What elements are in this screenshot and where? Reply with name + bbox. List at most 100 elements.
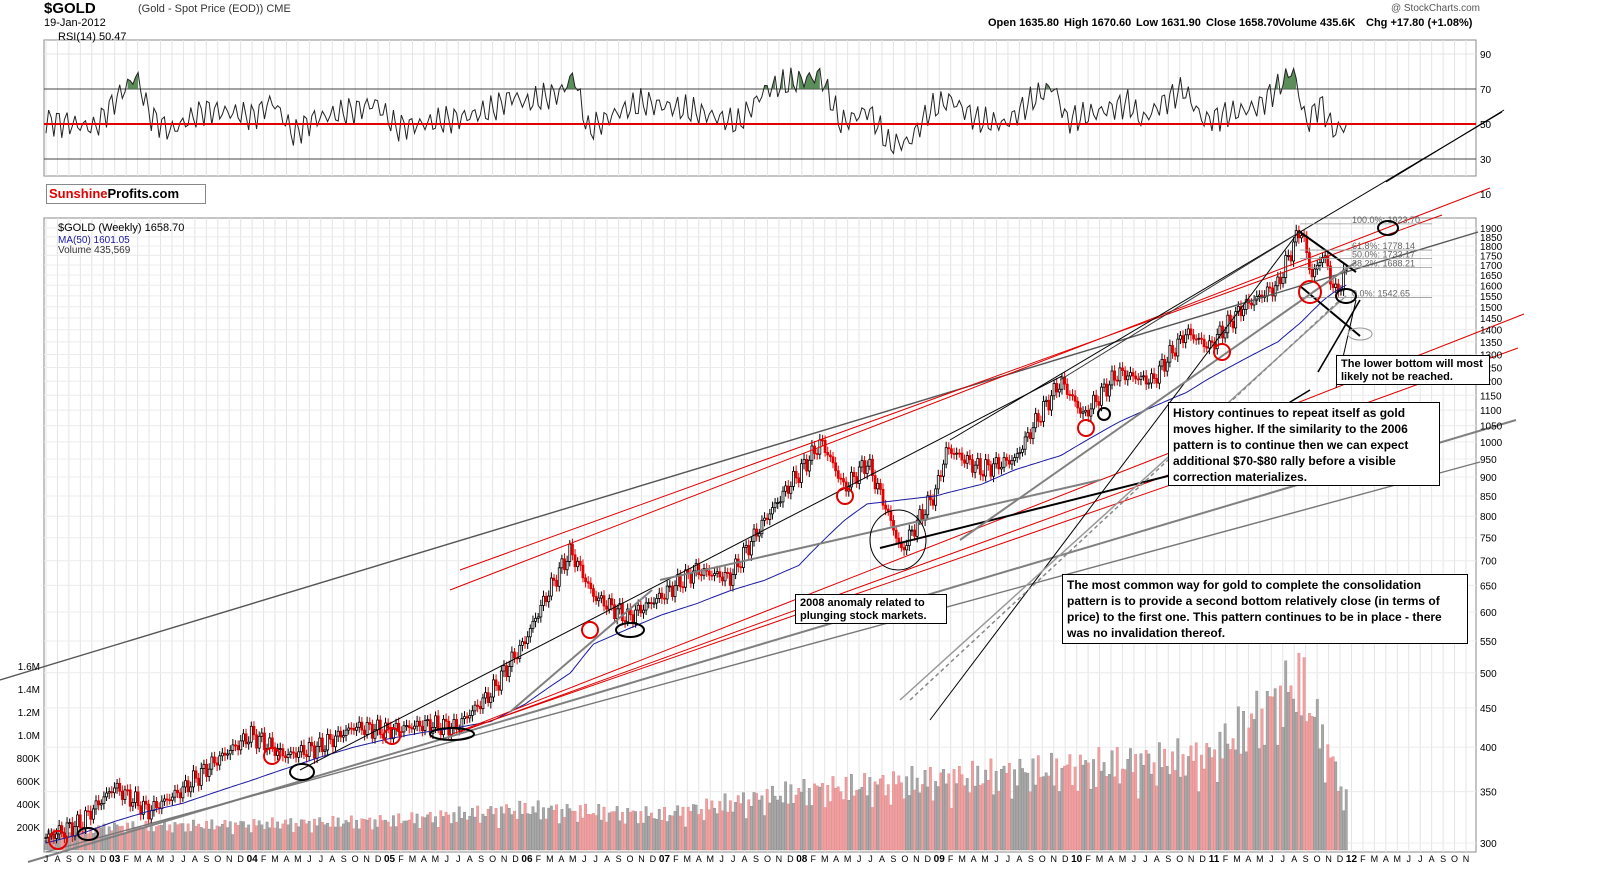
candle-body — [199, 768, 203, 786]
volume-bar — [1160, 767, 1164, 851]
rsi-tick-label: 90 — [1480, 50, 1492, 61]
candle-body — [1050, 395, 1053, 411]
candle-body — [626, 608, 630, 623]
volume-bar — [373, 819, 377, 851]
candle-body — [976, 458, 980, 466]
volume-bar — [552, 810, 556, 851]
open-value: Open 1635.80 — [988, 17, 1059, 29]
candle-body — [989, 464, 993, 477]
candle-body — [842, 478, 845, 483]
volume-bar — [878, 778, 882, 851]
volume-bar — [1297, 652, 1301, 851]
volume-bar — [726, 811, 730, 851]
volume-bar — [876, 784, 880, 851]
volume-bar — [131, 821, 135, 851]
x-tick-label: A — [558, 854, 564, 864]
x-tick-label: D — [100, 854, 107, 864]
volume-bar — [344, 820, 348, 851]
x-tick-label: M — [546, 854, 554, 864]
rsi-overbought-fill — [764, 85, 768, 89]
candle-body — [878, 482, 882, 490]
volume-bar — [913, 789, 916, 851]
candle-body — [518, 644, 522, 659]
volume-bar — [1271, 696, 1274, 851]
candle-body — [1152, 373, 1156, 379]
candle-body — [860, 460, 864, 468]
x-tick-label: 09 — [934, 854, 946, 865]
x-tick-label: N — [363, 854, 370, 864]
candle-body — [563, 558, 566, 571]
x-tick-label: M — [134, 854, 142, 864]
candle-body — [165, 798, 169, 801]
volume-bar — [455, 822, 459, 851]
volume-bar — [531, 806, 535, 851]
gray-rising-trend — [959, 261, 1357, 541]
volume-bar — [323, 824, 327, 851]
volume-bar — [931, 800, 935, 851]
volume-bar — [86, 833, 90, 851]
volume-bar — [126, 822, 129, 851]
candle-body — [84, 810, 87, 829]
volume-bar — [1018, 758, 1022, 851]
volume-bar — [1152, 762, 1156, 851]
candle-body — [1273, 285, 1277, 297]
volume-bar — [494, 808, 498, 851]
candle-body — [526, 636, 530, 645]
candle-body — [1142, 375, 1145, 378]
volume-bar — [607, 812, 611, 851]
candle-body — [952, 453, 956, 455]
candle-body — [642, 609, 645, 614]
candle-body — [357, 721, 361, 728]
candle-body — [1123, 370, 1127, 381]
candle-body — [1318, 262, 1322, 266]
volume-bar — [768, 802, 772, 851]
candle-body — [555, 579, 559, 587]
candle-body — [1279, 276, 1282, 285]
volume-bar — [378, 815, 382, 851]
candle-body — [528, 628, 532, 638]
volume-tick-label: 600K — [17, 777, 41, 788]
volume-bar — [176, 824, 180, 851]
volume-bar — [428, 812, 432, 851]
volume-bar — [692, 804, 695, 851]
volume-bar — [578, 805, 582, 851]
x-tick-label: J — [1143, 854, 1148, 864]
x-tick-label: A — [833, 854, 839, 864]
candle-body — [407, 725, 411, 729]
volume-bar — [1263, 744, 1267, 851]
candle-body — [1081, 411, 1085, 414]
x-tick-label: M — [1119, 854, 1127, 864]
candle-body — [1207, 340, 1211, 349]
volume-bar — [636, 823, 640, 851]
volume-bar — [136, 827, 140, 851]
fib-label: 50.0%: 1733.17 — [1352, 250, 1415, 260]
x-tick-label: J — [719, 854, 724, 864]
candle-body — [718, 571, 722, 578]
volume-bar — [1042, 776, 1045, 851]
volume-bar — [826, 785, 830, 851]
x-tick-label: A — [742, 854, 748, 864]
volume-bar — [771, 786, 774, 851]
volume-bar — [1300, 715, 1303, 851]
rsi-tick-label: 10 — [1480, 190, 1492, 201]
candle-body — [118, 782, 122, 792]
volume-bars — [44, 652, 1348, 851]
candle-body — [1010, 460, 1014, 465]
volume-bar — [1192, 761, 1195, 851]
candle-body — [257, 735, 261, 749]
fib-label: 61.8%: 1778.14 — [1352, 241, 1415, 251]
volume-bar — [226, 827, 230, 851]
volume-bar — [1113, 776, 1117, 851]
volume-bar — [960, 774, 964, 851]
candle-body — [123, 789, 127, 800]
candle-body — [702, 568, 706, 576]
volume-bar — [1186, 756, 1190, 851]
ma50-line — [45, 284, 1347, 844]
volume-bar — [384, 819, 387, 851]
volume-bar — [1205, 743, 1209, 851]
candle-body — [800, 463, 803, 483]
candle-body — [734, 558, 738, 575]
volume-bar — [307, 821, 311, 851]
candle-body — [749, 541, 753, 556]
volume-bar — [807, 788, 811, 851]
